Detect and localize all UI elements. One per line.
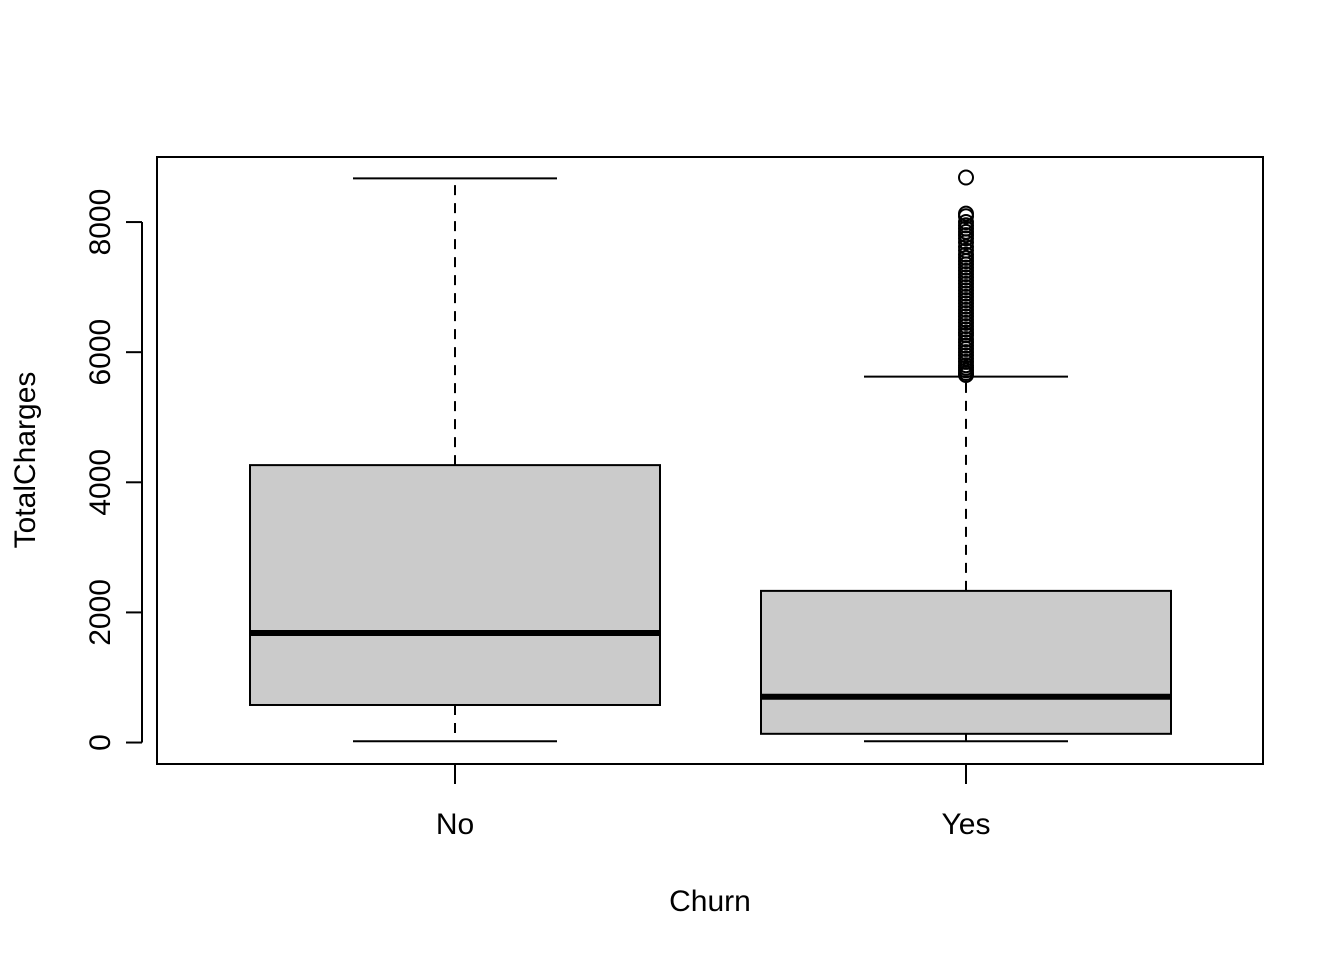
y-tick-label: 8000 xyxy=(84,189,117,256)
x-axis: No Yes xyxy=(436,764,991,841)
x-tick-label: Yes xyxy=(942,808,991,841)
outlier-point xyxy=(958,214,974,231)
y-tick-label: 4000 xyxy=(84,449,117,516)
plot-frame xyxy=(156,156,1264,765)
box-iqr xyxy=(760,589,1172,735)
outlier-point xyxy=(958,169,974,186)
y-axis: 0 2000 4000 6000 8000 xyxy=(84,189,143,751)
y-tick-label: 2000 xyxy=(84,579,117,646)
outlier-point xyxy=(958,242,974,259)
box-group-no xyxy=(249,177,661,743)
box-iqr xyxy=(249,464,661,706)
x-tick-label: No xyxy=(436,808,474,841)
y-tick-label: 6000 xyxy=(84,319,117,386)
outlier-point xyxy=(958,205,974,222)
y-tick-label: 0 xyxy=(84,734,117,751)
outlier-point xyxy=(958,246,974,263)
chart-marks xyxy=(249,169,1172,743)
x-axis-label: Churn xyxy=(669,885,751,918)
y-axis-label: TotalCharges xyxy=(9,372,42,549)
box-group-yes xyxy=(760,169,1172,743)
